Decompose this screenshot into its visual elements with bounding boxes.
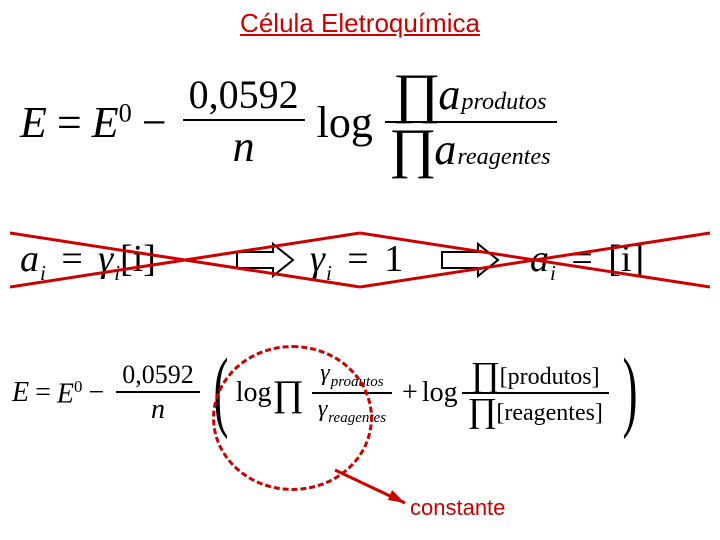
- sub-i3: i: [326, 261, 332, 285]
- a-bot: a: [434, 126, 456, 174]
- bracket-i: [i]: [120, 238, 156, 280]
- E0b: E: [57, 378, 74, 409]
- product-symbol-top: ∏: [393, 66, 440, 121]
- bracket-i2: [i]: [608, 238, 644, 280]
- equals: =: [35, 377, 51, 409]
- sub-reagentes-bot: reagentes: [457, 144, 550, 171]
- E0-base: E: [92, 98, 119, 147]
- equals: =: [57, 97, 82, 148]
- gamma2: γ: [310, 238, 325, 280]
- sub-produtos-top: produtos: [461, 89, 546, 116]
- highlight-circle-icon: [212, 345, 373, 491]
- sub-i: i: [40, 261, 46, 285]
- var-n: n: [227, 123, 261, 171]
- n2: n: [145, 395, 171, 426]
- activity-ratio: ∏ aprodutos ∏ areagentes: [385, 70, 557, 175]
- eq2: =: [347, 238, 368, 280]
- br-reag: [reagentes]: [496, 400, 603, 426]
- var-E: E: [20, 97, 47, 148]
- minus: −: [142, 97, 167, 148]
- a: a: [20, 238, 39, 280]
- gamma: γ: [98, 238, 113, 280]
- sup0b: 0: [74, 377, 82, 396]
- coef-over-n: 0,0592 n: [183, 73, 305, 171]
- constant-label: constante: [410, 495, 505, 521]
- var-E: E: [12, 377, 29, 409]
- prod-t: ∏: [470, 358, 500, 393]
- slide-title: Célula Eletroquímica: [240, 8, 480, 39]
- log2: log: [422, 377, 458, 409]
- product-symbol-bot: ∏: [389, 122, 436, 177]
- eq3: =: [571, 238, 592, 280]
- br-prod: [produtos]: [500, 364, 600, 390]
- arrow-icon: [235, 240, 295, 280]
- eq: =: [61, 238, 82, 280]
- log-label: log: [317, 97, 373, 148]
- plus: +: [402, 377, 418, 409]
- coef: 0,0592: [183, 73, 305, 117]
- minus: −: [88, 377, 104, 409]
- prod-b: ∏: [467, 394, 497, 429]
- sup-zero: 0: [119, 97, 132, 127]
- expr-gamma-eq-1: γi = 1: [310, 237, 403, 286]
- sub-i4: i: [550, 261, 556, 285]
- one: 1: [384, 238, 403, 280]
- var-E0: E0: [57, 377, 83, 410]
- a-top: a: [438, 71, 460, 119]
- nernst-equation-activity: E = E0 − 0,0592 n log ∏ aprodutos ∏ area…: [20, 70, 700, 175]
- expr-ai-eq-bracket-i: ai = [i]: [530, 237, 644, 286]
- expr-ai-eq-gamma-i: ai = γi[i]: [20, 237, 156, 286]
- coef-over-n: 0,0592 n: [116, 361, 200, 426]
- concentration-ratio: ∏ [produtos] ∏ [reagentes]: [462, 360, 609, 427]
- a3: a: [530, 238, 549, 280]
- activity-simplification-row: ai = γi[i] γi = 1 ai = [i]: [10, 225, 710, 295]
- coef2: 0,0592: [116, 361, 200, 390]
- var-E0: E0: [92, 97, 132, 148]
- arrow-icon: [440, 240, 500, 280]
